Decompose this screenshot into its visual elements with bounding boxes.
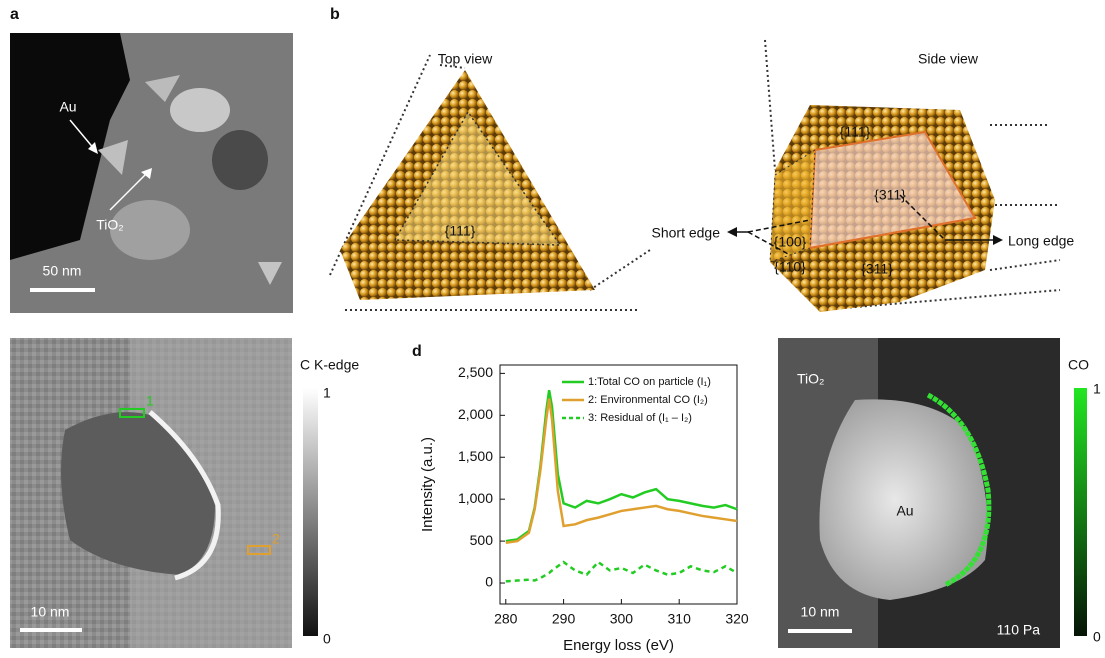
x-tick-label: 300 [610, 611, 634, 627]
line-chart: 280 290 300 310 320 0 500 1,000 1,500 2,000 2,500 E… [419, 364, 749, 654]
panel-label: d [412, 343, 422, 360]
x-tick-label: 320 [725, 611, 749, 627]
panel-c-image [10, 338, 318, 648]
legend-label: 3: Residual of (I₁ – I₂) [588, 412, 692, 424]
y-tick-label: 1,000 [458, 490, 493, 506]
view-label: Side view [918, 51, 979, 67]
y-tick-label: 500 [470, 532, 494, 548]
panel-label: a [10, 6, 19, 23]
panel-label: b [330, 6, 340, 23]
x-axis-label: Energy loss (eV) [563, 637, 674, 654]
facet-label: {111} [445, 223, 476, 239]
facet-label: {100} [774, 234, 807, 250]
colorbar-title: C K-edge [300, 357, 359, 373]
annotation: Au [896, 503, 913, 519]
top-view-model [340, 70, 595, 300]
x-tick-label: 310 [668, 611, 692, 627]
x-tick-label: 280 [494, 611, 518, 627]
figure: a b c d e Au TiO₂ 50 nm Top view Side vi… [0, 0, 1105, 658]
colorbar-label: 1 [323, 385, 331, 401]
edge-label: Long edge [1008, 233, 1074, 249]
edge-label: Short edge [652, 225, 721, 241]
scale-bar-label: 50 nm [43, 263, 82, 279]
legend-label: 1:Total CO on particle (I₁) [588, 376, 711, 388]
y-tick-label: 2,500 [458, 364, 493, 380]
page: {"panel_labels": ["a", "b", "c", "d", "e… [0, 0, 1105, 658]
pressure-label: 110 Pa [997, 622, 1041, 638]
scale-bar-label: 10 nm [801, 604, 840, 620]
y-tick-label: 0 [485, 574, 493, 590]
y-axis-label: Intensity (a.u.) [419, 437, 436, 532]
y-tick-label: 1,500 [458, 448, 493, 464]
annotation: Au [59, 99, 76, 115]
scale-bar-label: 10 nm [31, 604, 70, 620]
colorbar-label: 0 [1093, 629, 1101, 645]
facet-label: {311} [874, 187, 906, 203]
colorbar-label: 1 [1093, 381, 1101, 397]
annotation: TiO₂ [96, 217, 123, 233]
series-line [506, 562, 737, 581]
body: a b c d e Au TiO₂ 50 nm Top view Side vi… [0, 0, 1105, 658]
region-label: 2 [272, 531, 280, 547]
annotation: TiO₂ [797, 371, 824, 387]
x-tick-label: 290 [552, 611, 576, 627]
region-label: 1 [146, 393, 154, 409]
view-label: Top view [438, 51, 493, 67]
y-tick-label: 2,000 [458, 406, 493, 422]
facet-label: {111} [840, 124, 871, 140]
colorbar-title: CO [1068, 357, 1089, 373]
colorbar-label: 0 [323, 631, 331, 647]
legend-label: 2: Environmental CO (I₂) [588, 394, 708, 406]
facet-label: {311} [861, 261, 893, 277]
facet-label: {110} [774, 259, 806, 275]
